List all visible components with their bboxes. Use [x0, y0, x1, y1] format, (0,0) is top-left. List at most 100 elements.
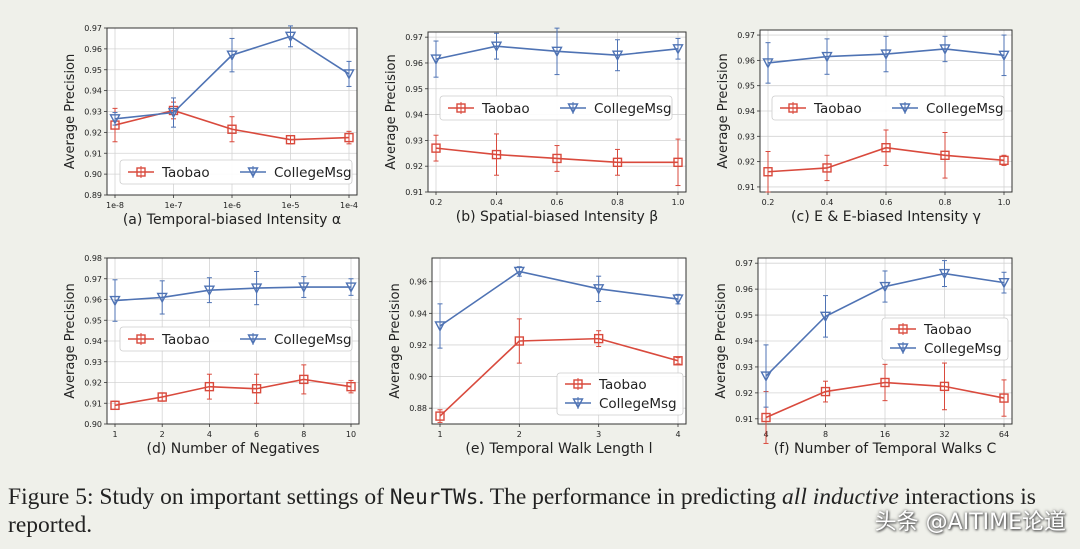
x-tick-label: 2 [517, 430, 522, 439]
y-tick-label: 0.94 [737, 107, 755, 116]
legend-label-taobao: Taobao [598, 377, 647, 393]
x-tick-label: 0.2 [762, 198, 775, 207]
x-tick-label: 4 [207, 430, 212, 439]
data-point [226, 50, 238, 62]
y-axis-label: Average Precision [63, 54, 78, 170]
y-axis-label: Average Precision [63, 283, 78, 399]
x-tick-label: 1.0 [672, 198, 685, 207]
data-point [435, 411, 445, 421]
legend-swatch-marker [247, 167, 259, 178]
y-axis-label: Average Precision [716, 53, 731, 169]
legend-label-collegemsg: CollegeMsg [924, 341, 1002, 357]
data-point [881, 143, 891, 153]
x-axis-label: (b) Spatial-biased Intensity β [456, 209, 658, 225]
y-axis-label: Average Precision [388, 283, 403, 399]
legend-swatch-marker [788, 103, 798, 113]
legend-swatch-marker [898, 324, 908, 334]
series-taobao [110, 364, 356, 411]
y-tick-label: 0.95 [84, 66, 102, 75]
legend-label-collegemsg: CollegeMsg [926, 101, 1004, 117]
data-point [250, 283, 263, 295]
y-tick-label: 0.91 [84, 399, 102, 408]
data-point [157, 392, 167, 402]
data-point [343, 69, 355, 80]
legend-box [771, 95, 1005, 121]
data-point [491, 149, 502, 160]
x-axis-label: (a) Temporal-biased Intensity α [123, 212, 341, 228]
y-tick-label: 0.97 [735, 259, 753, 268]
data-point [284, 31, 297, 43]
caption-model-name: NeurTWs [389, 485, 479, 509]
chart-d: 0.90 0.91 0.92 0.93 0.94 0.95 0.96 0.97 0.98 1 2 4 6… [63, 254, 360, 457]
data-point [593, 284, 605, 295]
x-tick-label: 1e-5 [282, 201, 300, 210]
series-line [114, 378, 352, 407]
caption-prefix: Figure 5: Study on important settings of [8, 484, 390, 510]
data-point [762, 58, 774, 69]
y-tick-label: 0.91 [84, 149, 102, 158]
data-point [819, 311, 832, 323]
legend-label-taobao: Taobao [813, 101, 862, 117]
y-tick-label: 0.90 [409, 373, 427, 382]
x-axis-label: (e) Temporal Walk Length l [465, 441, 652, 457]
data-point [998, 50, 1010, 62]
data-point [939, 381, 950, 392]
data-point [551, 46, 563, 58]
data-point [156, 292, 168, 304]
data-point [880, 49, 892, 61]
legend-swatch-marker [456, 103, 466, 113]
y-tick-label: 0.97 [405, 33, 423, 42]
data-point [761, 412, 771, 423]
data-point [110, 400, 120, 411]
chart-b: 0.91 0.92 0.93 0.94 0.95 0.96 0.97 0.2 0.4 0.6 0.8… [384, 27, 687, 225]
y-tick-label: 0.96 [405, 59, 423, 68]
data-point [513, 266, 525, 278]
data-point [879, 281, 891, 293]
axes-frame [431, 257, 687, 425]
y-tick-label: 0.93 [735, 363, 753, 372]
data-point [298, 282, 310, 294]
legend: Taobao CollegeMsg [119, 326, 353, 352]
legend-swatch-marker [247, 334, 259, 345]
data-point [299, 374, 309, 385]
x-tick-label: 64 [999, 430, 1009, 439]
y-tick-label: 0.95 [84, 316, 102, 325]
legend-label-collegemsg: CollegeMsg [274, 165, 352, 181]
y-axis-label: Average Precision [714, 283, 729, 399]
series-line [114, 286, 351, 302]
data-point [552, 153, 562, 164]
legend-box [119, 326, 353, 352]
x-tick-label: 1e-7 [165, 201, 183, 210]
y-tick-label: 0.92 [409, 341, 427, 350]
y-tick-label: 0.94 [84, 87, 102, 96]
chart-c: 0.91 0.92 0.93 0.94 0.95 0.96 0.97 0.2 0.4 0.6 0.8… [716, 29, 1013, 225]
x-tick-label: 4 [675, 430, 680, 439]
x-tick-label: 3 [596, 430, 601, 439]
data-point [612, 157, 623, 168]
legend-label-taobao: Taobao [923, 322, 972, 338]
legend-swatch-marker [573, 379, 583, 389]
legend-swatch-marker [572, 398, 584, 409]
x-axis-label: (d) Number of Negatives [146, 441, 319, 457]
x-tick-label: 10 [346, 430, 356, 439]
legend: Taobao CollegeMsg [881, 317, 1009, 361]
data-point [593, 333, 604, 344]
data-point [490, 41, 503, 53]
data-point [430, 54, 442, 66]
data-point [344, 132, 354, 143]
y-tick-label: 0.91 [405, 188, 423, 197]
x-tick-label: 32 [939, 430, 949, 439]
y-tick-label: 0.91 [737, 183, 755, 192]
caption-emphasis: all inductive [782, 484, 899, 510]
data-point [673, 356, 683, 366]
data-point [203, 285, 216, 297]
series-collegemsg [760, 260, 1010, 408]
data-point [999, 155, 1009, 166]
series-collegemsg [109, 25, 355, 128]
y-tick-label: 0.97 [84, 275, 102, 284]
figure-caption: Figure 5: Study on important settings of… [8, 483, 1074, 539]
legend-swatch-marker [567, 103, 579, 114]
series-line [439, 337, 679, 417]
series-taobao [763, 129, 1009, 193]
y-tick-label: 0.92 [84, 379, 102, 388]
